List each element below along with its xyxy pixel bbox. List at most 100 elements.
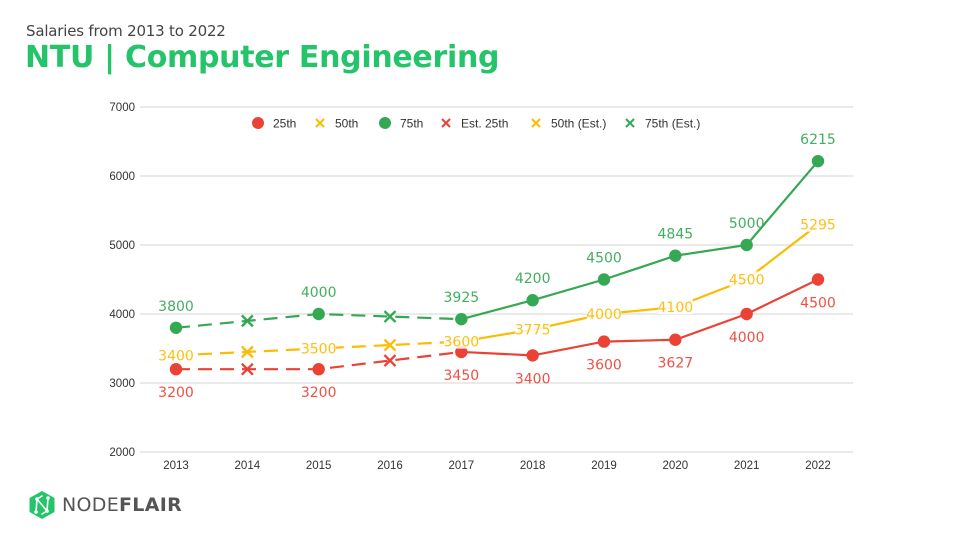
chart-subtitle: Salaries from 2013 to 2022 xyxy=(26,22,226,40)
data-label: 4500 xyxy=(729,273,765,289)
y-tick-label: 4000 xyxy=(109,309,135,321)
x-mark-stroke xyxy=(240,345,254,359)
data-label-bg xyxy=(729,271,765,287)
x-mark-stroke xyxy=(383,310,397,323)
data-label: 6215 xyxy=(800,132,836,148)
x-tick-label: 2013 xyxy=(163,460,189,472)
legend-label: 75th xyxy=(400,117,423,131)
data-point xyxy=(455,345,468,359)
x-tick-label: 2017 xyxy=(449,460,475,472)
estimate-point xyxy=(240,314,254,328)
nodeflair-hexagon-logo-icon xyxy=(29,491,55,519)
data-label: 4500 xyxy=(800,296,836,312)
estimate-point xyxy=(240,362,254,376)
data-label-bg xyxy=(301,340,337,356)
data-label: 3775 xyxy=(515,323,551,339)
x-mark-stroke xyxy=(240,362,254,376)
x-tick-label: 2014 xyxy=(235,460,261,472)
data-point xyxy=(597,335,611,348)
legend-marker-x xyxy=(531,118,541,128)
grid-lines xyxy=(140,106,853,453)
legend: 25th 50th 75th Est. 25th 50th (Est.) 75th (Es… xyxy=(252,117,700,131)
legend-item: 50th (Est.) xyxy=(531,117,606,131)
legend-label: Est. 25th xyxy=(461,117,508,131)
data-label: 4000 xyxy=(586,307,622,323)
data-label-bg xyxy=(515,321,551,337)
data-label-bg xyxy=(158,347,194,363)
legend-label: 50th xyxy=(335,117,358,131)
data-point xyxy=(740,238,753,252)
x-tick-label: 2015 xyxy=(306,460,332,472)
x-tick-label: 2018 xyxy=(520,460,546,472)
x-axis: 2013 2014 2015 2016 2017 2018 2019 2020 2021 2022 xyxy=(163,460,831,472)
series-line-solid-25th xyxy=(461,278,819,357)
legend-item: Est. 25th xyxy=(441,117,508,131)
data-point xyxy=(740,307,753,321)
data-labels: 3200 3200 3450 3400 3600 3627 4000 4500 3400 3500… xyxy=(158,132,836,401)
y-tick-label: 6000 xyxy=(109,171,135,183)
x-tick-label: 2021 xyxy=(734,460,760,472)
y-tick-label: 5000 xyxy=(109,240,135,252)
data-label: 3200 xyxy=(301,385,337,401)
legend-label: 50th (Est.) xyxy=(551,117,606,131)
data-label: 4000 xyxy=(301,285,337,301)
series-lines xyxy=(175,160,819,371)
data-point xyxy=(811,273,825,286)
legend-label: 25th xyxy=(273,117,296,131)
y-tick-label: 2000 xyxy=(109,447,135,459)
data-label-bg xyxy=(800,216,836,232)
y-axis: 2000 3000 4000 5000 6000 7000 xyxy=(109,102,135,459)
legend-item: 25th xyxy=(252,117,296,131)
x-tick-label: 2019 xyxy=(591,460,617,472)
data-point xyxy=(312,307,325,321)
legend-marker-dot xyxy=(252,117,264,129)
data-point xyxy=(169,363,183,376)
data-label: 3400 xyxy=(515,371,551,387)
data-label: 4000 xyxy=(729,330,765,346)
y-tick-label: 3000 xyxy=(109,378,135,390)
data-point xyxy=(169,321,183,334)
data-label: 3500 xyxy=(301,342,337,358)
data-label: 4500 xyxy=(586,251,622,267)
brand-name: NODEFLAIR xyxy=(62,494,182,516)
data-point xyxy=(455,312,468,326)
data-label: 3627 xyxy=(658,356,694,372)
x-tick-label: 2016 xyxy=(377,460,403,472)
estimate-point xyxy=(383,310,397,323)
x-tick-label: 2020 xyxy=(663,460,689,472)
x-mark-stroke xyxy=(383,354,397,367)
x-mark-stroke xyxy=(383,338,397,352)
data-label: 3925 xyxy=(444,290,480,306)
data-label: 4100 xyxy=(658,300,694,316)
data-label: 4845 xyxy=(658,227,694,243)
data-label: 3200 xyxy=(158,385,194,401)
legend-marker-x xyxy=(441,118,451,128)
data-label: 3600 xyxy=(586,358,622,374)
data-point xyxy=(526,349,539,362)
data-point xyxy=(312,363,325,376)
data-label: 3450 xyxy=(444,368,480,384)
data-label: 3800 xyxy=(158,299,194,315)
data-point xyxy=(597,273,611,286)
legend-marker-dot xyxy=(379,117,391,129)
chart-title: NTU | Computer Engineering xyxy=(25,40,500,75)
y-tick-label: 7000 xyxy=(109,102,135,114)
x-tick-label: 2022 xyxy=(805,460,831,472)
data-label: 3400 xyxy=(158,348,194,364)
legend-item: 50th xyxy=(315,117,358,131)
data-label: 3600 xyxy=(444,335,480,351)
estimate-point xyxy=(383,338,397,352)
data-label: 4200 xyxy=(515,271,551,287)
x-mark-stroke xyxy=(240,314,254,328)
data-point xyxy=(669,249,682,262)
legend-item: 75th xyxy=(379,117,423,131)
data-label: 5000 xyxy=(729,216,765,232)
data-label: 5295 xyxy=(800,218,836,234)
brand-name-bold: FLAIR xyxy=(119,494,183,516)
data-point xyxy=(526,294,539,307)
brand-name-light: NODE xyxy=(62,494,120,516)
data-label-bg xyxy=(443,333,479,349)
data-label-bg xyxy=(586,306,622,321)
legend-marker-x xyxy=(315,118,325,128)
